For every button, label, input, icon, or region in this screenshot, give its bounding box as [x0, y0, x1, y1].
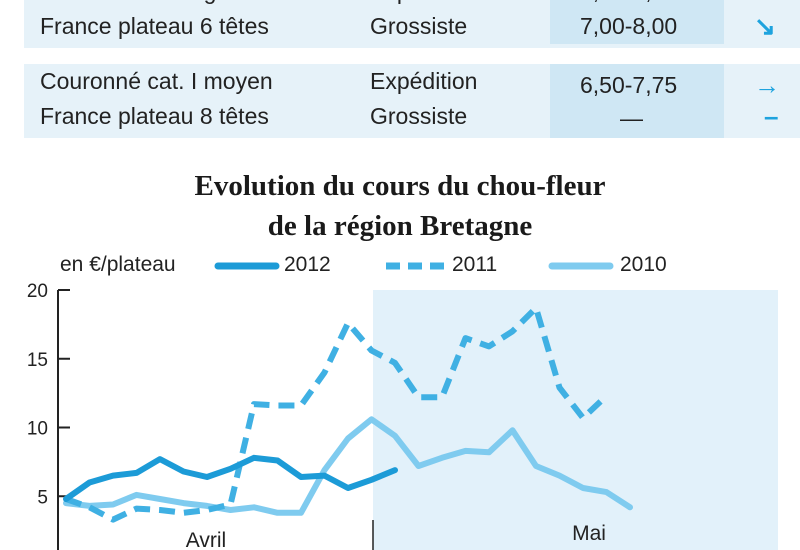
- y-tick-label: 15: [27, 350, 48, 371]
- chart-title: Evolution du cours du chou-fleur: [194, 170, 606, 202]
- chart-subtitle: de la région Bretagne: [267, 210, 533, 242]
- y-tick-label: 10: [27, 419, 48, 440]
- price-value: —: [620, 105, 643, 131]
- legend-label-2012: 2012: [284, 253, 331, 276]
- y-axis-unit: en €/plateau: [60, 253, 176, 276]
- market-type: Expédition: [370, 0, 477, 9]
- price-value: 7,00-8,00: [580, 13, 678, 39]
- trend-down-icon: ↘: [754, 0, 776, 9]
- row-divider: [24, 48, 800, 64]
- price-value: 6,50-7,75: [580, 72, 678, 98]
- price-table: Couronné cat. I gros France plateau 6 tê…: [24, 0, 800, 138]
- price-cell: [550, 64, 724, 138]
- y-tick-label: 20: [27, 281, 48, 302]
- price-cell: [550, 0, 724, 44]
- table-row: Couronné cat. I moyen France plateau 8 t…: [24, 64, 800, 138]
- y-tick-label: 5: [37, 487, 48, 508]
- legend-label-2011: 2011: [452, 253, 498, 276]
- legend-label-2010: 2010: [620, 253, 667, 276]
- series-line-2012: [63, 454, 398, 502]
- trend-right-icon: →: [754, 70, 780, 100]
- product-name: Couronné cat. I gros: [40, 0, 248, 9]
- trend-down-icon: ↘: [754, 11, 776, 41]
- price-value: 6,50-7,50: [580, 0, 677, 9]
- product-name: France plateau 8 têtes: [40, 103, 269, 129]
- period-label-avril: Avril: [186, 529, 226, 550]
- trend-stable-icon: –: [764, 101, 779, 131]
- product-name: France plateau 6 têtes: [40, 13, 269, 39]
- market-type: Expédition: [370, 68, 478, 94]
- period-shade-mai: [373, 290, 778, 550]
- table-row: Couronné cat. I gros France plateau 6 tê…: [24, 0, 800, 44]
- market-type: Grossiste: [370, 13, 468, 39]
- series-line-2011: [65, 304, 609, 523]
- market-type: Grossiste: [370, 103, 468, 129]
- product-name: Couronné cat. I moyen: [40, 68, 273, 94]
- series-line-2010: [63, 416, 633, 516]
- period-label-mai: Mai: [572, 522, 606, 545]
